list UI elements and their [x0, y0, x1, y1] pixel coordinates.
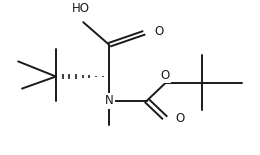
- Text: N: N: [105, 94, 114, 107]
- Text: O: O: [160, 69, 170, 82]
- Text: O: O: [176, 112, 185, 125]
- Text: HO: HO: [72, 2, 90, 15]
- Text: O: O: [155, 25, 164, 38]
